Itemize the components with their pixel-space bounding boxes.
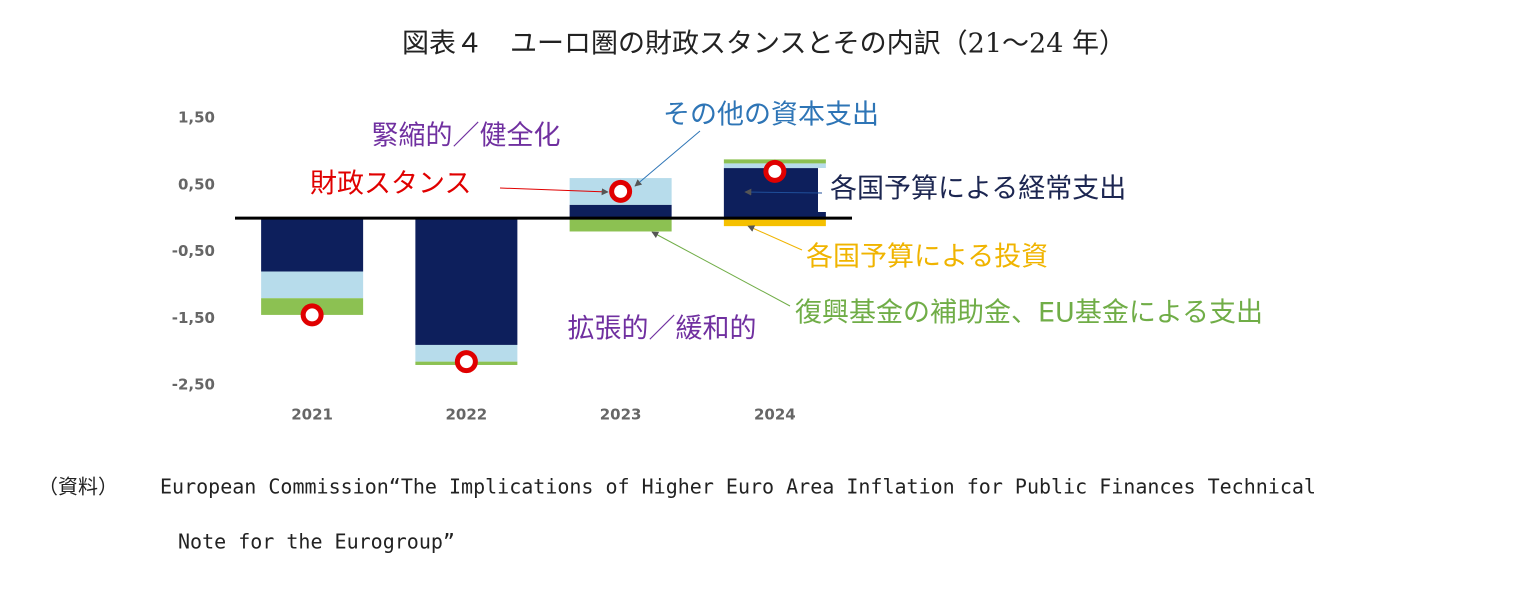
annotation: 各国予算による経常支出: [830, 174, 1126, 205]
bar-segment: [569, 218, 672, 232]
annotation: 緊縮的／健全化: [372, 121, 561, 152]
x-tick-label: 2023: [600, 406, 642, 424]
bar-segment: [261, 271, 364, 299]
annotation: 各国予算による投資: [806, 242, 1048, 273]
stance-marker: [300, 303, 324, 327]
bar-segment: [723, 218, 826, 227]
y-tick-label: -0,50: [172, 242, 215, 260]
annotation: 拡張的／緩和的: [568, 314, 757, 345]
stance-marker: [609, 179, 633, 203]
y-tick-label: 1,50: [178, 109, 215, 127]
bar-segment: [415, 218, 518, 345]
source-label: （資料）: [38, 475, 118, 499]
x-tick-label: 2022: [446, 406, 488, 424]
annotation: 財政スタンス: [310, 169, 471, 200]
y-tick-label: -1,50: [172, 309, 215, 327]
x-tick-label: 2024: [754, 406, 796, 424]
chart-title: 図表４ ユーロ圏の財政スタンスとその内訳（21～24 年）: [402, 29, 1126, 60]
y-tick-label: -2,50: [172, 376, 215, 394]
x-tick-label: 2021: [291, 406, 333, 424]
callout-arrow: [747, 225, 803, 251]
source-text: Note for the Eurogroup”: [178, 530, 455, 554]
bar-segment: [569, 204, 672, 219]
stance-marker: [454, 350, 478, 374]
callout-arrow: [499, 187, 609, 196]
stance-marker: [763, 159, 787, 183]
bar-segment: [261, 218, 364, 272]
callout-arrow: [744, 188, 823, 196]
annotation: 復興基金の補助金、EU基金による支出: [795, 298, 1263, 329]
label-bg: [818, 168, 1170, 212]
y-tick-label: 0,50: [178, 175, 215, 193]
callout-arrow: [634, 130, 701, 187]
annotation: その他の資本支出: [663, 100, 879, 131]
source-text: European Commission“The Implications of …: [160, 475, 1316, 499]
callout-arrow: [651, 231, 791, 307]
